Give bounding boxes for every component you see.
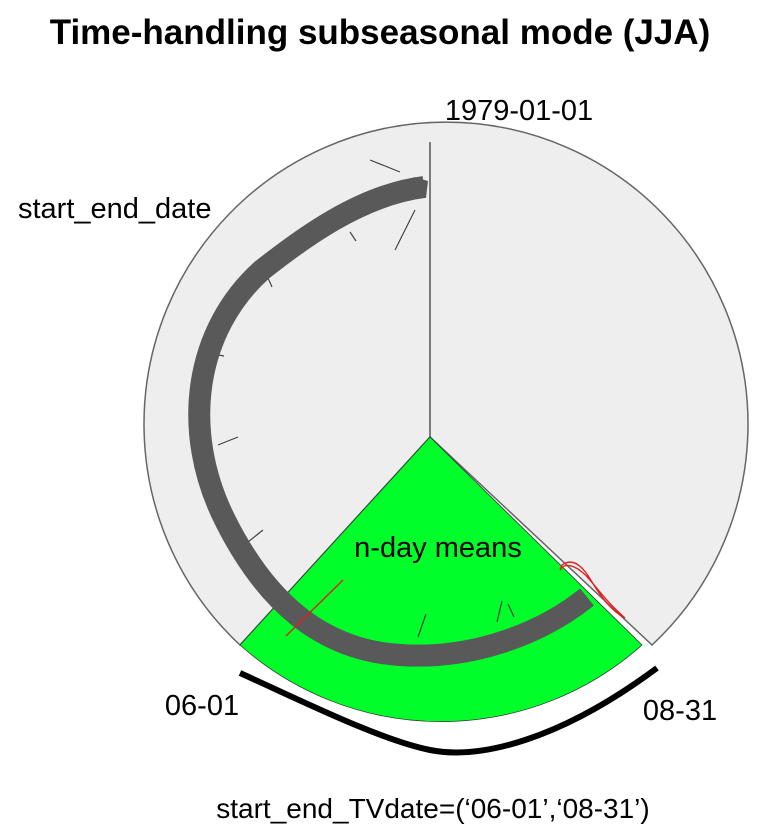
- tick-mark: [394, 209, 416, 251]
- tick-mark: [496, 600, 503, 623]
- diagram-title: Time-handling subseasonal mode (JJA): [50, 13, 711, 52]
- tick-mark: [267, 277, 273, 288]
- season-end-mark: [559, 561, 626, 619]
- tick-mark: [417, 613, 427, 638]
- start-end-date-arrow-tip: [412, 177, 428, 198]
- n-day-means-label: n-day means: [354, 532, 522, 564]
- start-date-label: 1979-01-01: [445, 95, 593, 127]
- tick-mark: [507, 603, 515, 618]
- start-end-date-path: [188, 176, 594, 667]
- season-boundary-marks: [285, 561, 626, 637]
- season-brace: [238, 665, 659, 756]
- start-end-date-label: start_end_date: [18, 193, 211, 225]
- tv-end-label: 08-31: [643, 695, 717, 727]
- tv-start-label: 06-01: [165, 690, 239, 722]
- tick-mark: [369, 159, 401, 173]
- tick-mark: [349, 231, 357, 242]
- tick-mark: [247, 529, 264, 543]
- season-start-mark: [285, 579, 344, 637]
- tick-mark: [217, 436, 239, 446]
- tv-param-label: start_end_TVdate=(‘06-01’,‘08-31’): [216, 793, 649, 824]
